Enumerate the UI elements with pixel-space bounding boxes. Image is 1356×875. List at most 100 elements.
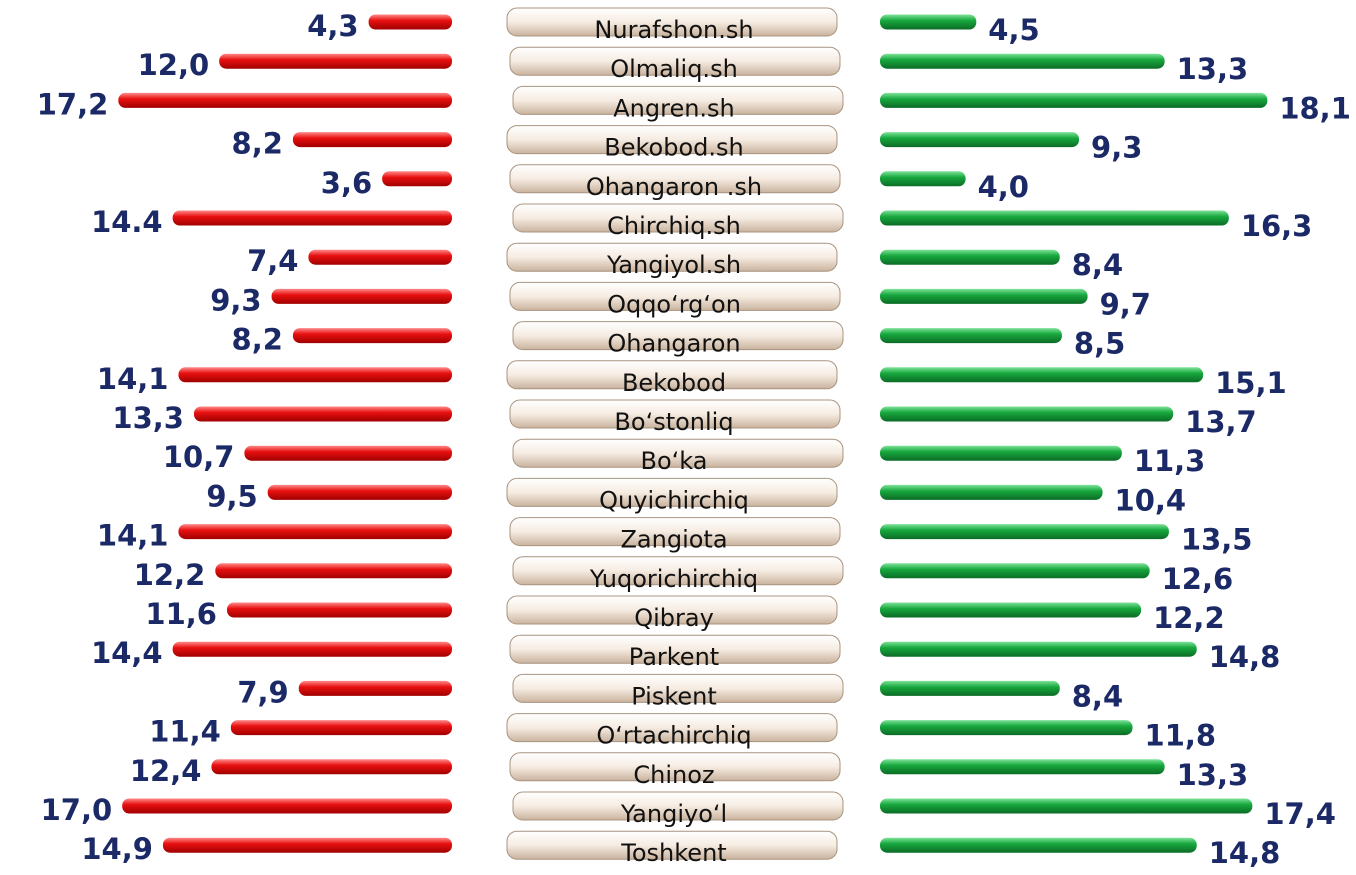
value-label: 4,3 (307, 9, 358, 43)
bar (172, 210, 452, 226)
value-label: 11,8 (1145, 719, 1217, 753)
bar (880, 406, 1174, 422)
bar (880, 524, 1169, 540)
bar (880, 484, 1103, 500)
category-pill (509, 752, 841, 782)
value-label: 13,5 (1181, 523, 1253, 557)
bar (880, 132, 1080, 148)
value-label: 8,2 (232, 323, 283, 357)
category-pill (512, 673, 844, 703)
bar (162, 837, 452, 853)
category-pill (509, 634, 841, 664)
value-label: 9,3 (1091, 131, 1142, 165)
value-label: 8,2 (232, 127, 283, 161)
bar (880, 798, 1253, 814)
category-pill (506, 125, 838, 155)
category-label: Parkent (629, 643, 719, 671)
category-label: Yangiyo‘l (620, 800, 727, 828)
bar (880, 680, 1060, 696)
bar (880, 92, 1268, 108)
bar (172, 641, 452, 657)
value-label: 14,4 (91, 636, 163, 670)
category-label: Zangiota (620, 526, 727, 554)
category-pill (512, 438, 844, 468)
value-label: 8,4 (1072, 248, 1123, 282)
bar (880, 720, 1133, 736)
category-label: O‘rtachirchiq (596, 722, 751, 750)
bar (193, 406, 453, 422)
category-label: Bekobod.sh (604, 134, 743, 162)
category-label: Chinoz (633, 761, 714, 789)
value-label: 13,7 (1185, 405, 1257, 439)
bar (382, 171, 452, 187)
bar (267, 484, 452, 500)
bar (292, 132, 452, 148)
category-label: Bo‘stonliq (614, 408, 733, 436)
bar (178, 524, 452, 540)
category-label: Angren.sh (613, 94, 735, 122)
value-label: 4,5 (988, 13, 1039, 47)
category-pill (512, 791, 844, 821)
bar (880, 367, 1204, 383)
value-label: 7,4 (247, 244, 298, 278)
value-label: 3,6 (321, 166, 372, 200)
bar (880, 249, 1060, 265)
bar (880, 328, 1062, 344)
bar (244, 445, 452, 461)
category-pill (509, 164, 841, 194)
bar (880, 288, 1088, 304)
bar (271, 288, 452, 304)
value-label: 11,3 (1134, 444, 1206, 478)
value-label: 4,0 (978, 170, 1029, 204)
value-label: 9,3 (210, 283, 261, 317)
category-pill (506, 595, 838, 625)
category-label: Quyichirchiq (599, 486, 749, 514)
category-pill (506, 830, 838, 860)
value-label: 14,9 (81, 832, 153, 866)
value-label: 8,5 (1074, 327, 1125, 361)
category-label: Ohangaron .sh (586, 173, 762, 201)
value-label: 12,4 (130, 754, 202, 788)
bar (880, 641, 1197, 657)
bar (292, 328, 452, 344)
value-label: 9,7 (1100, 287, 1151, 321)
category-label: Yuqorichirchiq (589, 565, 758, 593)
bar (118, 92, 452, 108)
value-label: 7,9 (237, 675, 288, 709)
value-label: 17,4 (1264, 797, 1336, 831)
value-label: 13,3 (112, 401, 184, 435)
value-label: 8,4 (1072, 679, 1123, 713)
category-label: Ohangaron (607, 330, 740, 358)
bar (880, 171, 966, 187)
category-pill (509, 517, 841, 547)
bar (880, 210, 1229, 226)
category-label: Nurafshon.sh (594, 16, 753, 44)
bar (880, 563, 1150, 579)
category-label: Toshkent (620, 839, 726, 867)
category-pill (506, 242, 838, 272)
bar (880, 445, 1122, 461)
category-label: Olmaliq.sh (610, 55, 738, 83)
category-label: Qibray (634, 604, 714, 632)
value-label: 10,4 (1115, 483, 1187, 517)
category-pill (509, 399, 841, 429)
value-label: 12,2 (134, 558, 206, 592)
bar (215, 563, 452, 579)
value-label: 18,1 (1279, 91, 1351, 125)
category-pill (512, 85, 844, 115)
category-pill (512, 556, 844, 586)
bar (368, 14, 452, 30)
bar (226, 602, 452, 618)
value-label: 14,8 (1209, 836, 1281, 870)
value-label: 11,6 (145, 597, 217, 631)
category-pill (509, 281, 841, 311)
value-label: 10,7 (163, 440, 235, 474)
value-label: 11,4 (149, 715, 221, 749)
category-pill (506, 7, 838, 37)
value-label: 14.4 (91, 205, 163, 239)
category-label: Chirchiq.sh (607, 212, 741, 240)
category-pill (506, 477, 838, 507)
value-label: 12,0 (138, 48, 210, 82)
value-label: 12,6 (1162, 562, 1234, 596)
